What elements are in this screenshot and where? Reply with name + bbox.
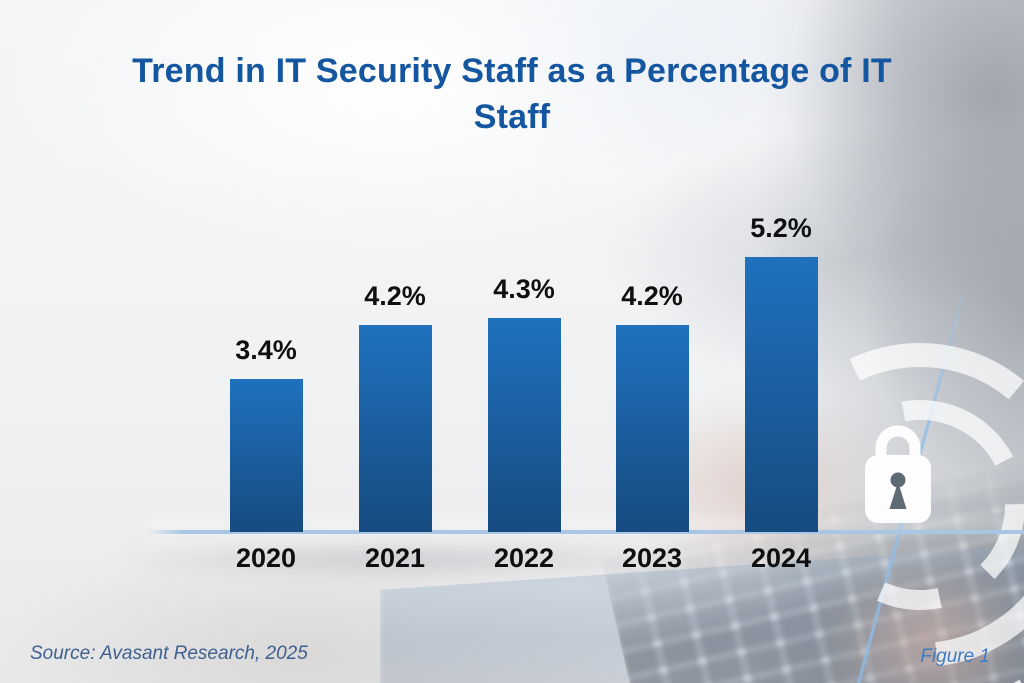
bar-value-label-2020: 3.4% xyxy=(235,335,297,365)
bar-value-label-2023: 4.2% xyxy=(621,281,683,311)
bar-value-label-2022: 4.3% xyxy=(493,274,555,304)
x-tick-2024: 2024 xyxy=(750,543,812,573)
chart-title-line2: Staff xyxy=(473,98,551,136)
bar-2023 xyxy=(615,325,689,532)
chart-title-line1: Trend in IT Security Staff as a Percenta… xyxy=(132,52,892,90)
figure-label: Figure 1 xyxy=(920,646,990,667)
x-tick-2021: 2021 xyxy=(364,543,426,573)
security-ring-arcs xyxy=(691,276,1024,683)
lock-icon xyxy=(865,425,931,523)
bar-2024 xyxy=(744,257,818,532)
source-note: Source: Avasant Research, 2025 xyxy=(30,643,308,664)
bar-2021 xyxy=(358,325,432,532)
bar-value-label-2024: 5.2% xyxy=(750,213,812,243)
x-tick-2023: 2023 xyxy=(621,543,683,573)
x-axis-line xyxy=(148,530,1024,534)
chart-title: Trend in IT Security Staff as a Percenta… xyxy=(52,48,972,140)
x-tick-2022: 2022 xyxy=(493,543,555,573)
bar-2020 xyxy=(229,379,303,532)
bar-value-label-2021: 4.2% xyxy=(364,281,426,311)
x-tick-2020: 2020 xyxy=(235,543,297,573)
bar-2022 xyxy=(487,318,561,532)
axis-shadow xyxy=(20,538,800,582)
